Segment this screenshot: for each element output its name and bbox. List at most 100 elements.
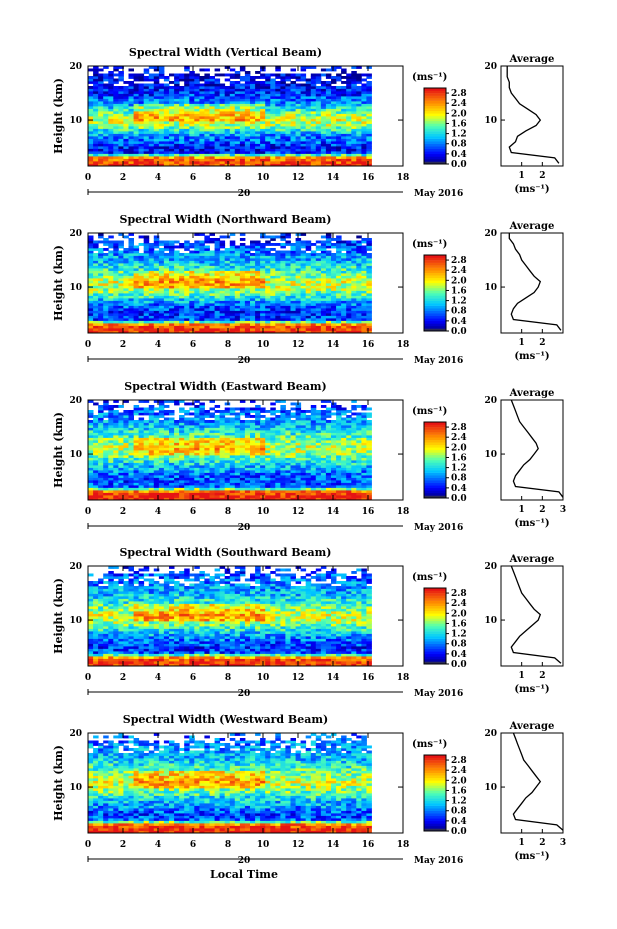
heatmap-cell — [295, 248, 302, 251]
heatmap-cell — [239, 143, 246, 147]
heatmap-cell — [179, 288, 185, 291]
heatmap-cell — [255, 330, 261, 334]
heatmap-cell — [305, 78, 312, 82]
heatmap-cell — [310, 81, 317, 84]
heatmap-cell — [275, 243, 281, 246]
heatmap-cell — [366, 143, 372, 147]
heatmap-cell — [325, 250, 332, 254]
heatmap-cell — [93, 450, 99, 453]
heatmap-cell — [351, 83, 357, 87]
heatmap-cell — [325, 325, 332, 329]
heatmap-cell — [113, 161, 119, 164]
heatmap-cell — [250, 308, 256, 311]
heatmap-cell — [346, 305, 352, 309]
heatmap-cell — [174, 283, 180, 286]
heatmap-cell — [310, 161, 317, 164]
heatmap-cell — [280, 303, 286, 306]
heatmap-cell — [300, 156, 307, 159]
heatmap-cell — [128, 425, 134, 428]
heatmap-cell — [285, 123, 291, 127]
heatmap-cell — [163, 260, 170, 264]
heatmap-cell — [209, 328, 215, 331]
heatmap-cell — [138, 313, 145, 316]
heatmap-cell — [158, 410, 165, 413]
heatmap-cell — [351, 275, 357, 279]
heatmap-cell — [98, 450, 104, 453]
heatmap-cell — [128, 285, 134, 289]
heatmap-cell — [290, 126, 296, 129]
heatmap-cell — [346, 81, 352, 84]
heatmap-cell — [285, 163, 291, 167]
colorbar-segment — [424, 148, 446, 152]
heatmap-cell — [366, 136, 372, 139]
heatmap-cell — [128, 98, 134, 102]
heatmap-cell — [285, 83, 291, 87]
heatmap-cell — [290, 253, 296, 256]
heatmap-cell — [103, 490, 109, 493]
heatmap-cell — [229, 126, 236, 129]
heatmap-cell — [275, 310, 281, 314]
heatmap-cell — [260, 308, 266, 311]
heatmap-cell — [325, 255, 332, 259]
heatmap-cell — [209, 158, 215, 162]
heatmap-cell — [305, 141, 312, 144]
heatmap-cell — [214, 318, 221, 321]
heatmap-cell — [310, 93, 317, 97]
heatmap-cell — [108, 91, 114, 94]
heatmap-cell — [179, 268, 185, 271]
heatmap-cell — [108, 487, 114, 491]
heatmap-cell — [214, 283, 221, 286]
heatmap-cell — [128, 290, 134, 294]
heatmap-cell — [361, 93, 367, 97]
heatmap-cell — [113, 430, 119, 433]
heatmap-cell — [366, 93, 372, 97]
heatmap-cell — [361, 265, 367, 269]
heatmap-cell — [153, 308, 160, 311]
heatmap-cell — [199, 103, 205, 107]
heatmap-cell — [351, 93, 357, 97]
heatmap-cell — [290, 263, 296, 266]
heatmap-cell — [158, 91, 165, 94]
heatmap-cell — [250, 91, 256, 94]
heatmap-cell — [346, 293, 352, 296]
heatmap-cell — [184, 330, 190, 334]
heatmap-cell — [199, 240, 205, 244]
heatmap-cell — [244, 133, 251, 137]
heatmap-cell — [239, 253, 246, 256]
heatmap-cell — [361, 303, 367, 306]
heatmap-cell — [275, 121, 281, 124]
heatmap-cell — [265, 308, 271, 311]
heatmap-cell — [133, 472, 140, 476]
heatmap-cell — [138, 273, 145, 276]
heatmap-cell — [103, 298, 109, 301]
heatmap-cell — [280, 96, 286, 99]
heatmap-cell — [194, 233, 200, 236]
heatmap-cell — [366, 260, 372, 264]
heatmap-cell — [194, 278, 200, 281]
heatmap-cell — [93, 91, 99, 94]
heatmap-cell — [88, 146, 94, 149]
heatmap-cell — [244, 78, 251, 82]
heatmap-cell — [184, 308, 190, 311]
heatmap-cell — [325, 153, 332, 157]
heatmap-cell — [128, 305, 134, 309]
heatmap-cell — [250, 121, 256, 124]
heatmap-cell — [128, 270, 134, 274]
colorbar-tick-label: 2.4 — [451, 266, 467, 276]
heatmap-cell — [255, 143, 261, 147]
heatmap-cell — [93, 163, 99, 167]
heatmap-cell — [194, 96, 200, 99]
heatmap-cell — [118, 138, 124, 142]
heatmap-cell — [179, 263, 185, 266]
heatmap-cell — [128, 482, 134, 486]
heatmap-cell — [260, 248, 266, 251]
heatmap-cell — [148, 315, 155, 319]
heatmap-cell — [356, 86, 362, 89]
heatmap-cell — [123, 497, 129, 501]
heatmap-cell — [320, 73, 327, 77]
heatmap-cell — [244, 245, 251, 249]
heatmap-cell — [280, 98, 286, 102]
heatmap-cell — [128, 442, 134, 446]
heatmap-cell — [229, 318, 236, 321]
heatmap-cell — [295, 123, 302, 127]
